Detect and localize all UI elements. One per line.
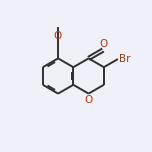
Text: O: O (99, 39, 107, 49)
Text: O: O (54, 31, 62, 41)
Text: Br: Br (119, 54, 131, 64)
Text: O: O (85, 95, 93, 105)
